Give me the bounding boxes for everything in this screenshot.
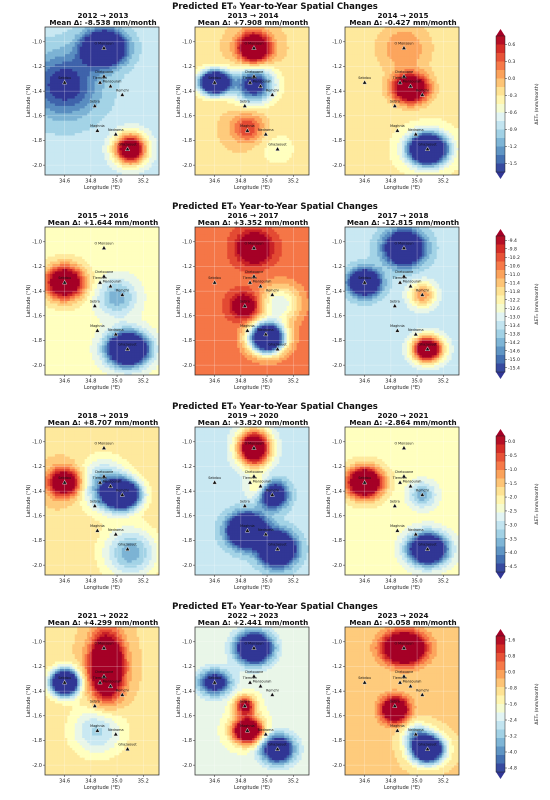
station-label: Nedroma	[108, 128, 124, 132]
y-tick-label: -2.0	[32, 163, 42, 169]
station-label: Chetouane	[95, 70, 113, 74]
x-tick-label: 35.0	[111, 179, 122, 185]
y-axis-label: Latitude (°N)	[26, 85, 32, 117]
station-label: Remchi	[116, 88, 129, 92]
x-tick-label: 34.8	[85, 179, 96, 185]
station-label: Sebra	[90, 99, 100, 103]
station-label: O Monsoun	[94, 41, 113, 45]
y-tick-label: -1.0	[32, 40, 42, 46]
map-plot: O MonsounSebdouChetouaneTlemcenMansourah…	[28, 12, 178, 200]
y-tick-label: -1.4	[32, 89, 42, 95]
y-tick-label: -1.8	[32, 138, 42, 144]
station-label: Ghazaouet	[118, 143, 137, 147]
x-axis-label: Longitude (°E)	[84, 185, 120, 191]
station-label: Maghnia	[90, 124, 104, 128]
station-label: Sebdou	[58, 76, 71, 80]
map-plot: O MonsounSebdouChetouaneTlemcenMansourah…	[178, 12, 328, 200]
y-tick-label: -1.2	[32, 64, 42, 70]
station-label: Mansourah	[103, 80, 122, 84]
x-tick-label: 34.6	[59, 179, 70, 185]
figure-row: Predicted ET₀ Year-to-Year Spatial Chang…	[0, 0, 550, 200]
y-tick-label: -1.6	[32, 114, 42, 120]
x-tick-label: 35.2	[138, 179, 149, 185]
